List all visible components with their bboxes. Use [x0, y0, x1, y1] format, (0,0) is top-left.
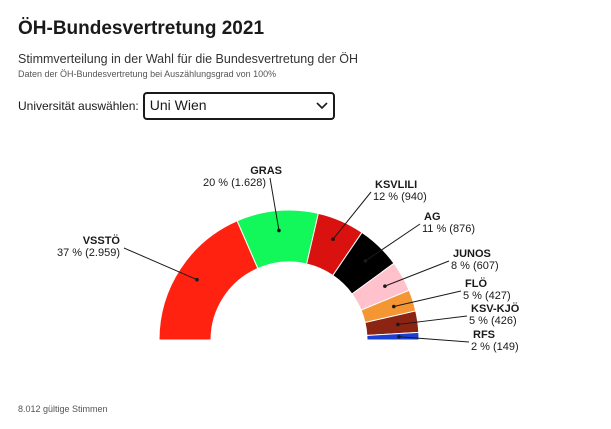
university-selector-label: Universität auswählen:	[18, 99, 139, 113]
leader-line	[384, 260, 450, 287]
slice-rfs[interactable]	[366, 331, 420, 341]
slice-label-value: 20 % (1.628)	[203, 177, 266, 189]
leader-dot	[363, 259, 368, 263]
slice-label-value: 5 % (426)	[469, 315, 517, 327]
slice-label-name: GRAS	[250, 165, 282, 177]
university-select-value: Uni Wien	[149, 97, 207, 113]
slice-label-value: 12 % (940)	[373, 191, 427, 203]
leader-dot	[396, 322, 400, 327]
leader-line	[123, 247, 198, 281]
university-select[interactable]: Uni Wien	[142, 92, 335, 120]
leader-dot	[391, 304, 396, 309]
leader-dot	[195, 277, 199, 282]
slice-label-name: RFS	[473, 329, 495, 341]
leader-dot	[277, 228, 281, 233]
leader-line	[365, 223, 421, 262]
slice-label-value: 8 % (607)	[451, 260, 499, 272]
chart-subtitle: Stimmverteilung in der Wahl für die Bund…	[18, 52, 358, 66]
slice-label-value: 37 % (2.959)	[57, 247, 120, 259]
slice-label-name: FLÖ	[465, 277, 487, 290]
leader-dot	[397, 334, 401, 339]
slice-label-name: VSSTÖ	[83, 234, 121, 247]
leader-line	[393, 290, 462, 308]
slice-label-value: 2 % (149)	[471, 341, 519, 353]
leader-line	[398, 336, 470, 343]
university-selector-row: Universität auswählen: Uni Wien	[18, 92, 335, 120]
leader-line	[332, 191, 372, 240]
chevron-down-icon	[316, 102, 328, 110]
slice-label-name: KSV-KJÖ	[471, 302, 520, 315]
page-title: ÖH-Bundesvertretung 2021	[18, 18, 265, 39]
slice-vsst-[interactable]	[158, 220, 259, 341]
slice-label-value: 11 % (876)	[422, 223, 475, 235]
slice-label-value: 5 % (427)	[463, 290, 511, 302]
slice-label-name: AG	[424, 211, 441, 223]
leader-line	[397, 315, 468, 325]
slice-label-name: JUNOS	[453, 248, 491, 260]
leader-dot	[331, 237, 335, 242]
data-source-note: Daten der ÖH-Bundesvertretung bei Auszäh…	[18, 69, 277, 79]
leader-dot	[383, 284, 387, 288]
slice-label-name: KSVLILI	[375, 179, 417, 191]
leader-line	[269, 177, 280, 231]
valid-votes-count: 8.012 gültige Stimmen	[18, 404, 108, 414]
